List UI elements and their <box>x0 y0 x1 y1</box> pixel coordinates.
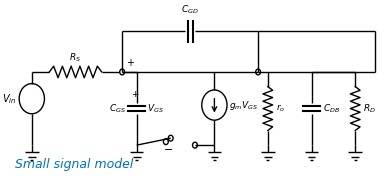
Circle shape <box>256 69 260 75</box>
Text: Small signal model: Small signal model <box>15 158 134 171</box>
Text: $V_{GS}$: $V_{GS}$ <box>147 102 164 115</box>
Text: $r_o$: $r_o$ <box>276 103 285 114</box>
Circle shape <box>163 139 168 145</box>
Text: $C_{GD}$: $C_{GD}$ <box>181 4 199 16</box>
Text: +: + <box>131 90 139 99</box>
Text: $R_D$: $R_D$ <box>363 102 376 115</box>
Text: +: + <box>126 59 134 68</box>
Text: $g_m V_{GS}$: $g_m V_{GS}$ <box>229 99 258 112</box>
Text: $C_{DB}$: $C_{DB}$ <box>323 102 340 115</box>
Circle shape <box>120 69 125 75</box>
Text: −: − <box>164 145 173 155</box>
Circle shape <box>168 135 173 141</box>
Text: $V_{in}$: $V_{in}$ <box>2 92 16 106</box>
Text: $C_{GS}$: $C_{GS}$ <box>109 102 126 115</box>
Text: $R_S$: $R_S$ <box>69 51 82 64</box>
Circle shape <box>193 142 197 148</box>
